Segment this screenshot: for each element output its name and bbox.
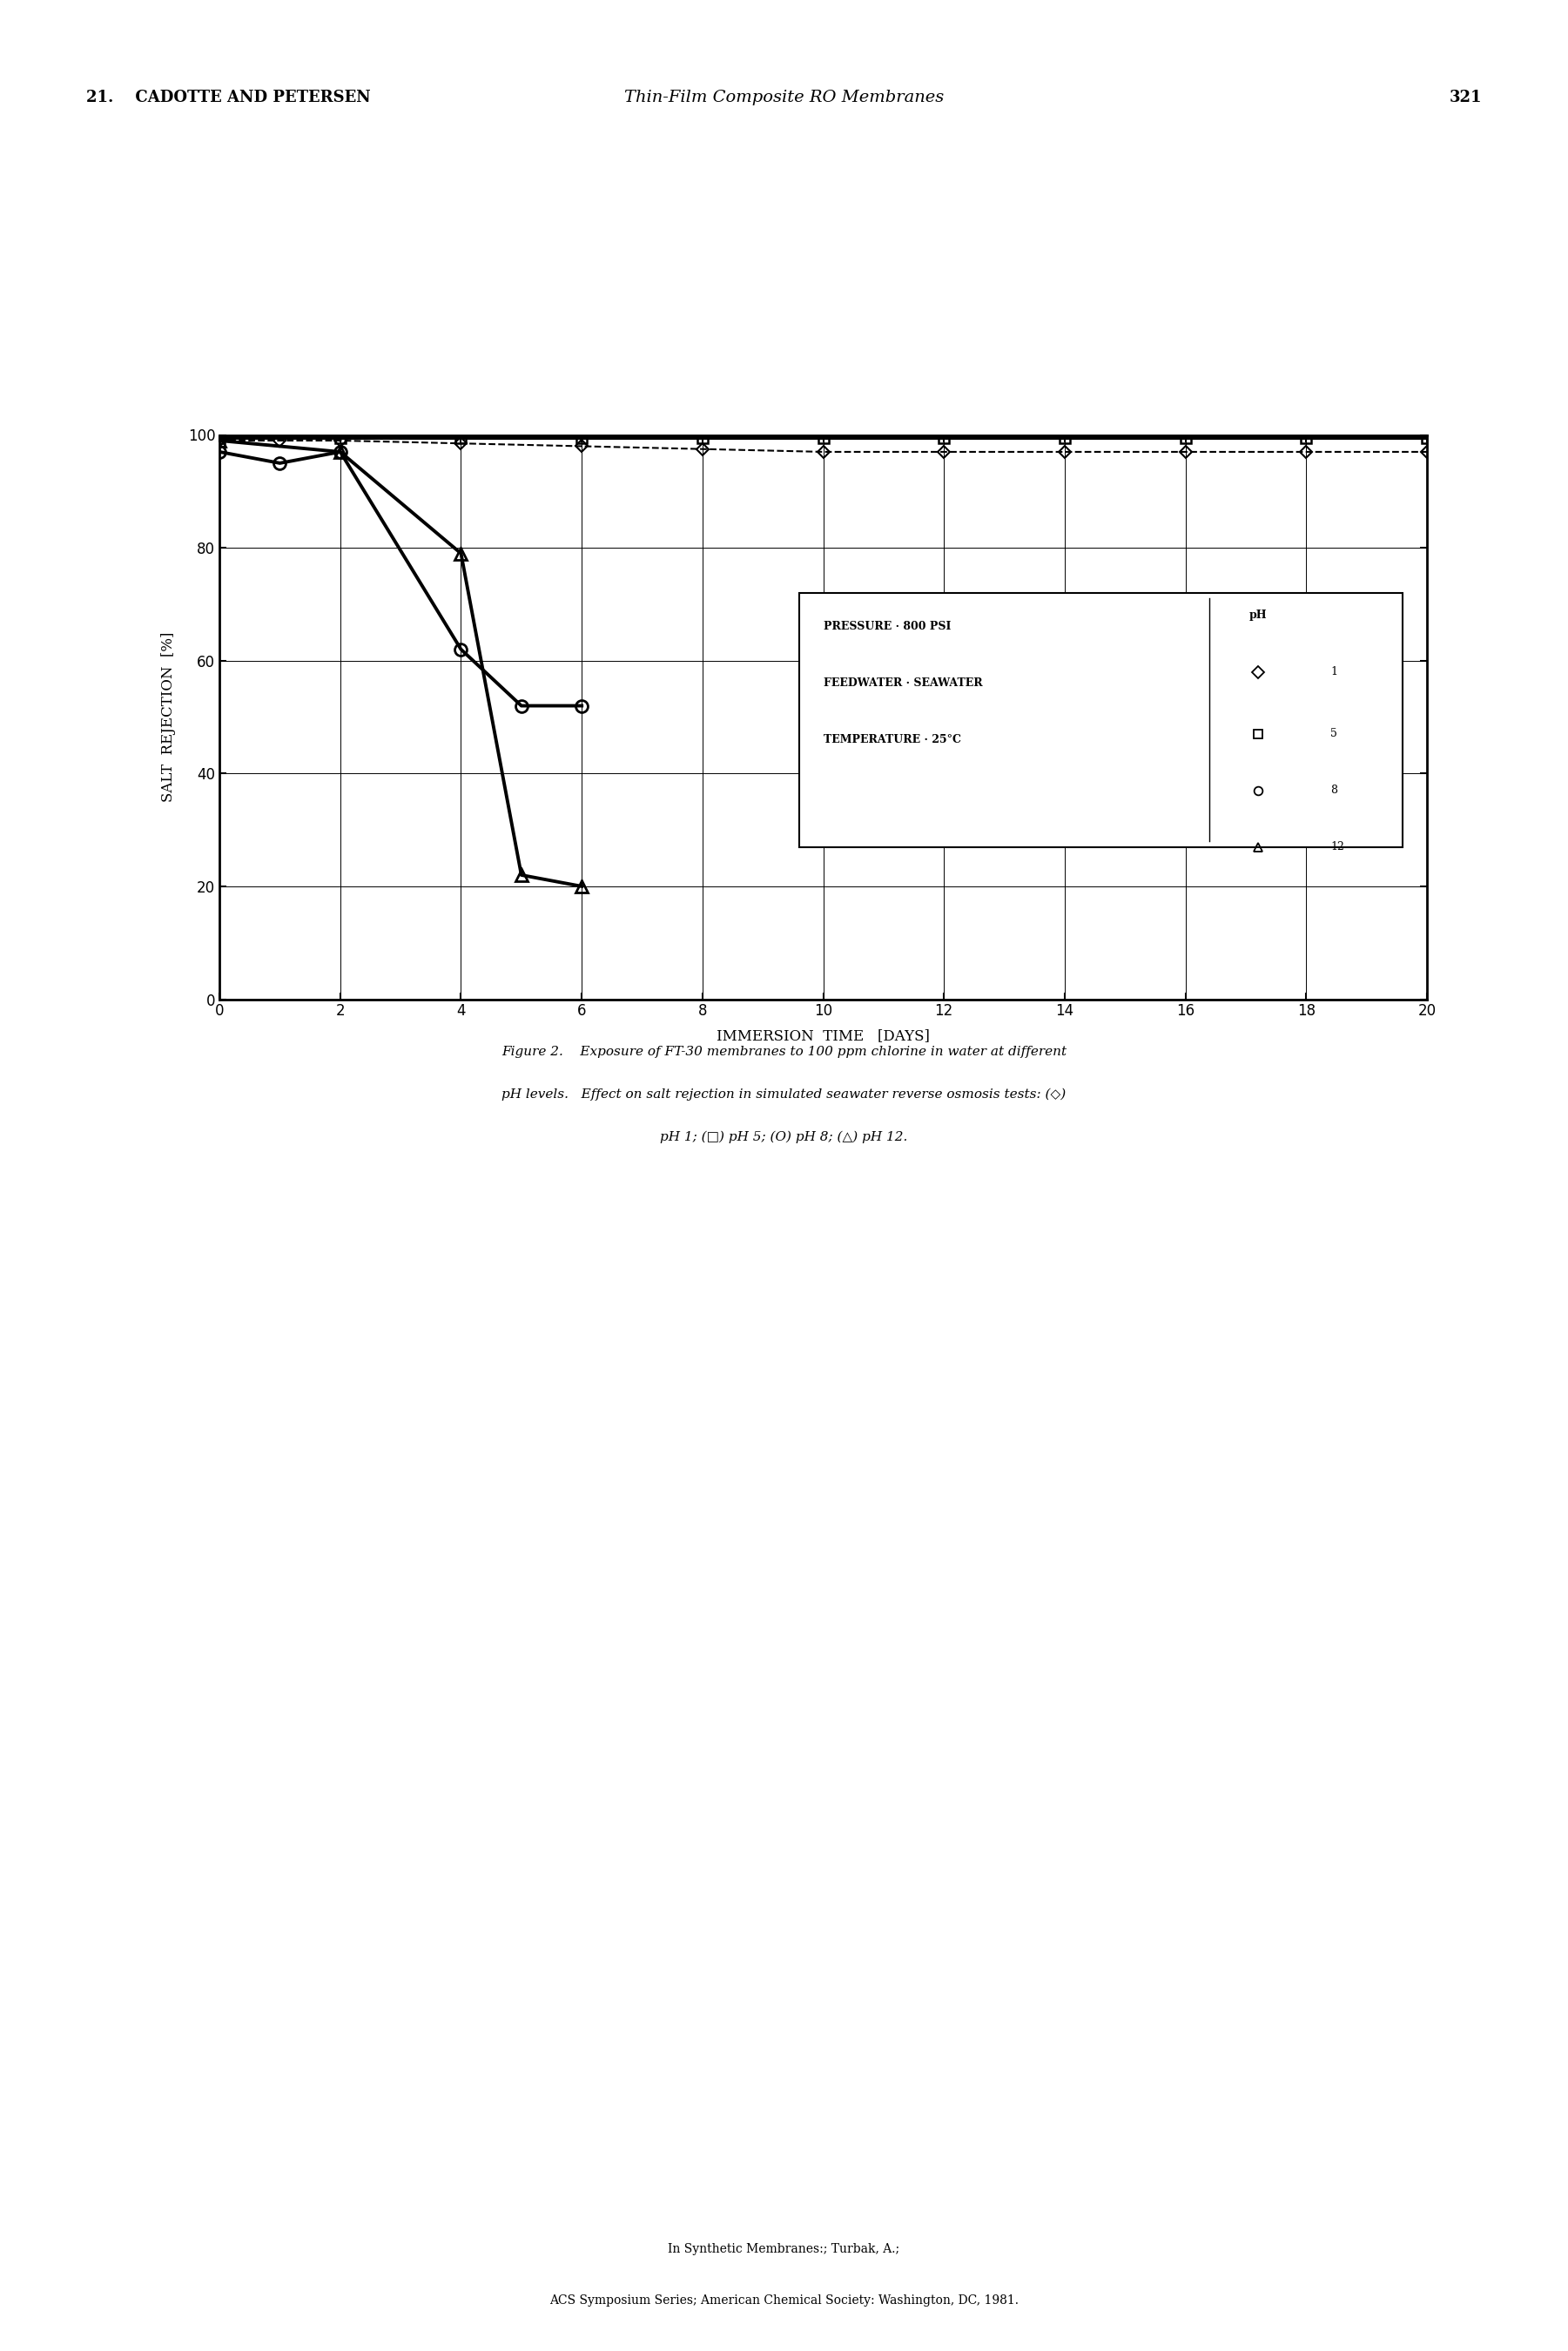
Text: 1: 1 [1330,665,1338,677]
X-axis label: IMMERSION  TIME   [DAYS]: IMMERSION TIME [DAYS] [717,1030,930,1044]
Bar [800,592,1403,846]
Text: 321: 321 [1449,89,1482,106]
Text: 5: 5 [1330,729,1338,741]
Text: pH levels.   Effect on salt rejection in simulated seawater reverse osmosis test: pH levels. Effect on salt rejection in s… [502,1089,1066,1100]
Text: PRESSURE · 800 PSI: PRESSURE · 800 PSI [823,621,950,632]
Text: TEMPERATURE · 25°C: TEMPERATURE · 25°C [823,734,961,745]
Text: 21.    CADOTTE AND PETERSEN: 21. CADOTTE AND PETERSEN [86,89,370,106]
Text: In Synthetic Membranes:; Turbak, A.;: In Synthetic Membranes:; Turbak, A.; [668,2243,900,2255]
Text: pH: pH [1248,609,1267,621]
Text: ACS Symposium Series; American Chemical Society: Washington, DC, 1981.: ACS Symposium Series; American Chemical … [549,2295,1019,2306]
Text: pH 1; (□) pH 5; (O) pH 8; (△) pH 12.: pH 1; (□) pH 5; (O) pH 8; (△) pH 12. [660,1131,908,1143]
Y-axis label: SALT  REJECTION  [%]: SALT REJECTION [%] [162,632,176,802]
Text: 12: 12 [1330,842,1344,853]
Text: 8: 8 [1330,785,1338,797]
Text: Thin-Film Composite RO Membranes: Thin-Film Composite RO Membranes [624,89,944,106]
Text: FEEDWATER · SEAWATER: FEEDWATER · SEAWATER [823,677,982,689]
Text: Figure 2.    Exposure of FT-30 membranes to 100 ppm chlorine in water at differe: Figure 2. Exposure of FT-30 membranes to… [502,1046,1066,1058]
